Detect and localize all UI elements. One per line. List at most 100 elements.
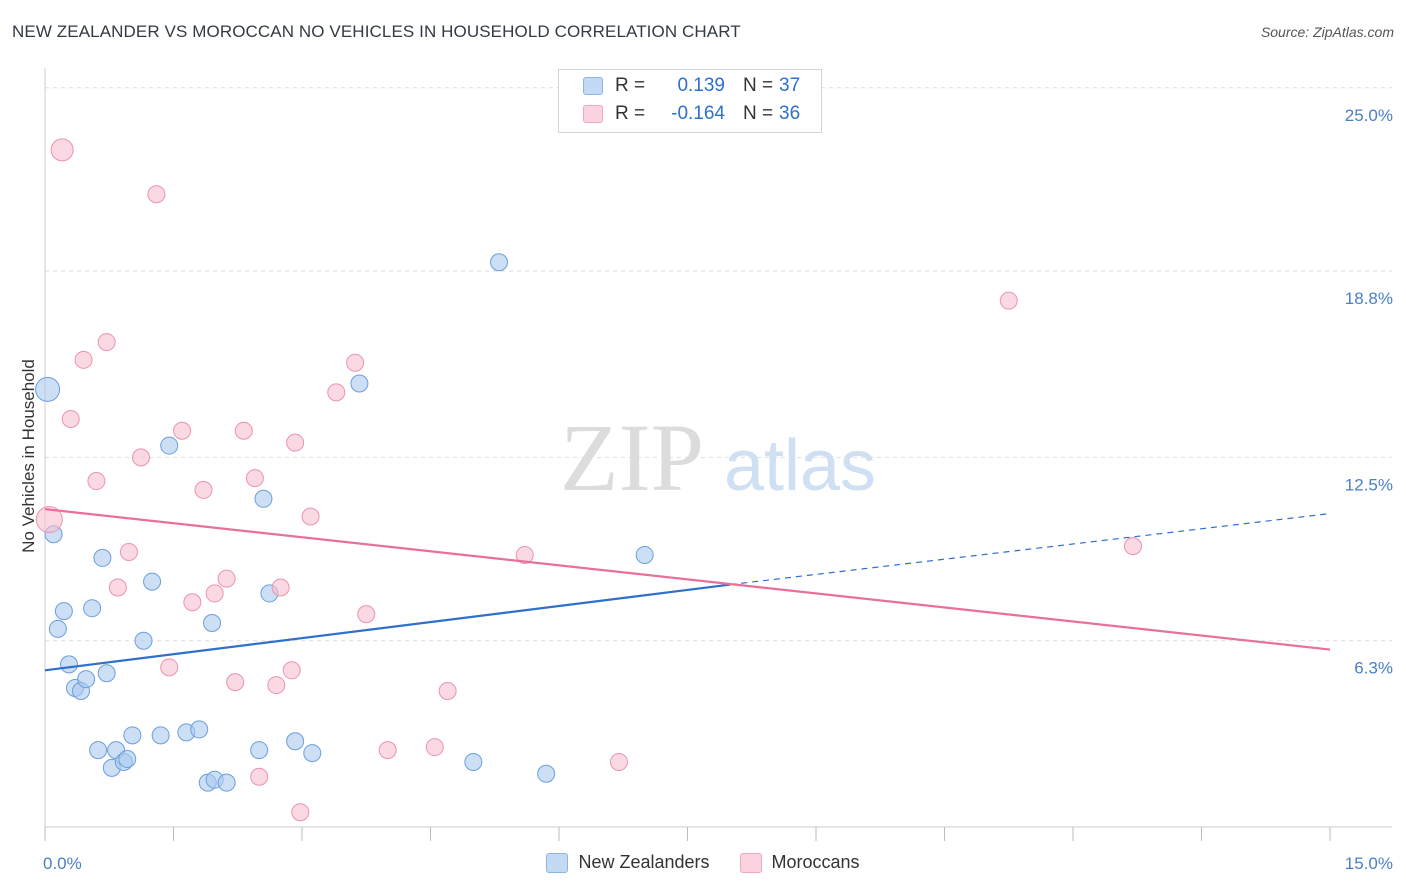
legend-r-value: -0.164 — [671, 103, 725, 124]
legend-n-label: N = — [743, 75, 774, 96]
moroccan-point — [282, 661, 301, 680]
new-zealander-point — [48, 619, 67, 638]
moroccan-point — [327, 383, 346, 402]
legend-r-value: 0.139 — [677, 75, 725, 96]
new-zealander-point — [143, 572, 162, 591]
new-zealander-point — [123, 726, 142, 745]
y-tick-label: 12.5% — [1345, 475, 1393, 494]
legend-swatch-pink — [583, 105, 603, 123]
x-tick-label: 0.0% — [43, 854, 82, 873]
moroccan-point — [131, 448, 150, 467]
new-zealander-point — [537, 764, 556, 783]
moroccan-point — [271, 578, 290, 597]
moroccan-point — [35, 505, 63, 533]
new-zealander-point — [160, 436, 179, 455]
moroccan-point — [194, 480, 213, 499]
legend-n-value: 36 — [779, 103, 801, 124]
y-tick-label: 18.8% — [1345, 289, 1393, 308]
new-zealander-point — [59, 655, 78, 674]
moroccan-point — [205, 584, 224, 603]
moroccan-point — [87, 472, 106, 491]
new-zealander-point — [134, 631, 153, 650]
legend-n-value: 37 — [779, 75, 801, 96]
new-zealander-point — [635, 545, 654, 564]
new-zealander-point — [77, 670, 96, 689]
new-zealander-point — [151, 726, 170, 745]
moroccan-point — [245, 469, 264, 488]
new-zealander-point — [190, 720, 209, 739]
moroccan-point — [291, 803, 310, 822]
legend-row-new-zealanders: R = 0.139 N = 37 — [583, 74, 800, 98]
new-zealander-point — [217, 773, 236, 792]
new-zealander-point — [490, 253, 509, 272]
legend-item-new-zealanders[interactable]: New Zealanders — [546, 852, 710, 873]
new-zealander-point — [286, 732, 305, 751]
new-zealander-point — [93, 548, 112, 567]
moroccan-point — [250, 767, 269, 786]
moroccan-point — [160, 658, 179, 677]
x-tick-label: 15.0% — [1345, 854, 1393, 873]
legend-label: New Zealanders — [578, 852, 710, 872]
moroccan-point — [74, 350, 93, 369]
new-zealander-point — [54, 602, 73, 621]
legend-n-label: N = — [743, 103, 774, 124]
moroccan-point — [609, 752, 628, 771]
new-zealander-point — [97, 664, 116, 683]
watermark: ZIP atlas — [560, 404, 876, 511]
watermark-atlas: atlas — [724, 426, 876, 506]
chart-title: NEW ZEALANDER VS MOROCCAN NO VEHICLES IN… — [12, 22, 741, 41]
moroccan-point — [425, 738, 444, 757]
legend-label: Moroccans — [771, 852, 860, 872]
x-tick-labels: 0.0% 15.0% — [43, 854, 1393, 873]
new-zealander-point — [83, 599, 102, 618]
moroccan-point — [1123, 537, 1142, 556]
moroccan-point — [999, 291, 1018, 310]
gridlines — [45, 87, 1392, 642]
new-zealander-point — [89, 741, 108, 760]
moroccan-point — [267, 676, 286, 695]
watermark-zip: ZIP — [560, 404, 704, 511]
moroccan-point — [108, 578, 127, 597]
moroccan-point — [50, 138, 74, 162]
trend-lines — [44, 508, 1331, 672]
source-label: Source: ZipAtlas.com — [1260, 24, 1394, 40]
legend-row-moroccans: R = -0.164 N = 36 — [583, 102, 800, 126]
legend-swatch-blue — [546, 852, 569, 873]
moroccan-point — [357, 605, 376, 624]
new-zealander-point — [250, 741, 269, 760]
data-points — [35, 138, 1142, 822]
legend-swatch-blue — [583, 77, 603, 95]
new-zealander-point — [350, 374, 369, 393]
new-zealander-trend-extension — [730, 512, 1331, 586]
axes — [44, 68, 1392, 841]
moroccan-trend-line — [44, 508, 1331, 651]
moroccan-point — [61, 409, 80, 428]
new-zealander-point — [464, 752, 483, 771]
moroccan-point — [97, 333, 116, 352]
new-zealander-point — [35, 376, 61, 402]
moroccan-point — [173, 421, 192, 440]
moroccan-point — [515, 545, 534, 564]
correlation-legend: R = 0.139 N = 37 R = -0.164 N = 36 — [558, 69, 822, 133]
y-tick-labels: 6.3% 12.5% 18.8% 25.0% — [1345, 106, 1393, 678]
moroccan-point — [346, 353, 365, 372]
moroccan-point — [226, 673, 245, 692]
y-axis-title: No Vehicles in Household — [19, 359, 38, 553]
new-zealander-trend-line — [44, 583, 731, 672]
legend-r-label: R = — [615, 103, 646, 124]
y-tick-label: 25.0% — [1345, 106, 1393, 125]
y-tick-label: 6.3% — [1354, 659, 1393, 678]
moroccan-point — [378, 741, 397, 760]
new-zealander-point — [254, 489, 273, 508]
new-zealander-point — [118, 749, 137, 768]
legend-r-label: R = — [615, 75, 646, 96]
moroccan-point — [438, 681, 457, 700]
moroccan-point — [119, 543, 138, 562]
legend-item-moroccans[interactable]: Moroccans — [739, 852, 860, 873]
moroccan-point — [286, 433, 305, 452]
series-legend: New Zealanders Moroccans — [0, 852, 1406, 873]
legend-swatch-pink — [739, 852, 762, 873]
moroccan-point — [301, 507, 320, 526]
moroccan-point — [234, 421, 253, 440]
